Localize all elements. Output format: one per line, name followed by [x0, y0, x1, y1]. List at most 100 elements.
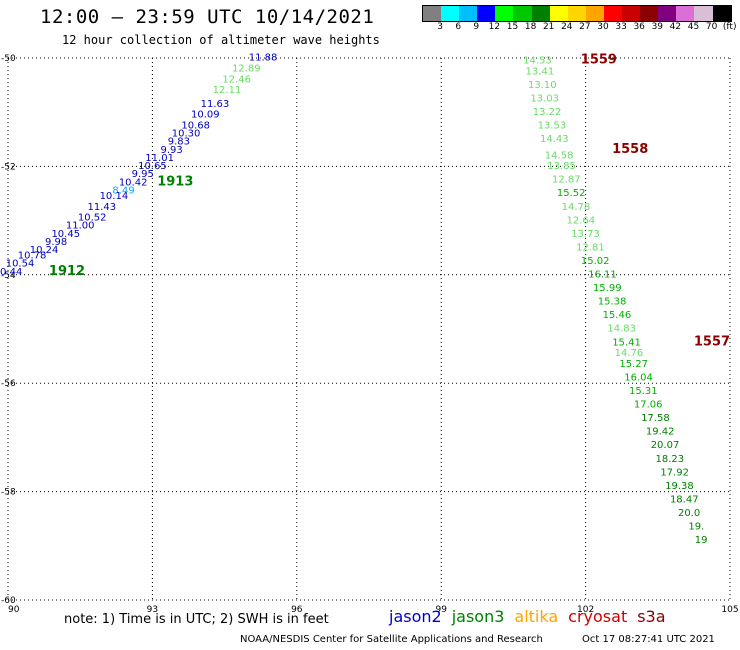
map-grid — [7, 57, 731, 601]
wave-height-value: 10.24 — [30, 245, 59, 256]
legend-item-altika: altika — [514, 607, 559, 626]
wave-height-value: 9.93 — [161, 145, 183, 156]
colorbar-swatch — [549, 6, 568, 21]
lat-tick-label: -60 — [1, 596, 16, 606]
legend-item-cryosat: cryosat — [568, 607, 628, 626]
wave-height-value: 8.49 — [112, 186, 134, 197]
satellite-legend: jason2 jason3 altika cryosat s3a — [389, 607, 676, 626]
wave-height-value: 18.47 — [670, 494, 699, 505]
lon-tick-label: 105 — [721, 605, 738, 615]
legend-item-jason2: jason2 — [389, 607, 442, 626]
colorbar-label: 30 — [597, 22, 609, 32]
wave-height-value: 15.38 — [598, 297, 627, 308]
colorbar-swatch — [495, 6, 514, 21]
track-time-label: 1558 — [612, 142, 648, 157]
wave-height-value: 18.23 — [656, 454, 685, 465]
colorbar-swatch — [640, 6, 659, 21]
wave-height-value: 9.95 — [132, 169, 154, 180]
credit-timestamp: Oct 17 08:27:41 UTC 2021 — [582, 634, 715, 645]
colorbar-swatch — [622, 6, 641, 21]
wave-height-value: 12.11 — [213, 85, 242, 96]
track-1912: 10.1411.4310.5211.0010.459.9810.2410.781… — [0, 191, 128, 279]
colorbar-label: 3 — [437, 22, 443, 32]
colorbar-swatch — [676, 6, 695, 21]
wave-height-value: 10.45 — [51, 229, 80, 240]
wave-height-value: 17.58 — [641, 413, 670, 424]
wave-height-value: 15.46 — [603, 310, 632, 321]
colorbar-swatch — [441, 6, 460, 21]
lat-tick-label: -54 — [1, 271, 16, 281]
wave-height-value: 15.27 — [619, 359, 648, 370]
wave-height-value: 15.99 — [593, 283, 622, 294]
wave-height-value: 11.63 — [201, 99, 230, 110]
track-time-label: 1559 — [581, 52, 617, 67]
wave-height-value: 14.83 — [607, 324, 636, 335]
lon-tick-label: 90 — [8, 605, 20, 615]
map-title: 12:00 – 23:59 UTC 10/14/2021 — [40, 6, 375, 28]
wave-height-value: 9.98 — [45, 237, 67, 248]
wave-height-value: 10.14 — [100, 191, 129, 202]
wave-height-value: 15.41 — [612, 337, 641, 348]
colorbar-swatch — [712, 6, 731, 21]
colorbar-label: 9 — [473, 22, 480, 32]
colorbar-label: 45 — [687, 22, 700, 32]
wave-height-value: 10.42 — [119, 177, 148, 188]
wave-height-value: 19.42 — [646, 427, 675, 438]
wave-height-value: 10.30 — [172, 129, 201, 140]
wave-height-value: 10.78 — [18, 251, 47, 262]
colorbar-swatch — [513, 6, 532, 21]
colorbar-label: 42 — [669, 22, 682, 32]
wave-height-value: 12.64 — [566, 215, 595, 226]
wave-height-value: 11.88 — [249, 53, 278, 64]
wave-height-value: 12.81 — [576, 242, 605, 253]
wave-height-value: 20.07 — [651, 440, 680, 451]
colorbar-swatch — [567, 6, 586, 21]
wave-height-value: 14.58 — [545, 150, 574, 161]
colorbar-label: (ft) — [722, 22, 737, 32]
legend-item-jason3: jason3 — [451, 607, 505, 626]
wave-height-value: 15.02 — [581, 256, 610, 267]
wave-height-value: 12.87 — [552, 175, 581, 186]
colorbar-swatch — [423, 6, 442, 21]
track-time-label: 1557 — [694, 334, 730, 349]
wave-height-value: 10.65 — [138, 161, 167, 172]
wave-height-value: 13.53 — [538, 120, 567, 131]
wave-height-value: 10.68 — [181, 120, 210, 131]
wave-height-value: 15.31 — [629, 386, 658, 397]
lon-tick-label: 102 — [577, 605, 594, 615]
wave-height-value: 13.85 — [547, 161, 576, 172]
wave-height-value: 16.11 — [588, 270, 617, 281]
wave-height-value: 14.53 — [523, 55, 552, 66]
wave-height-value: 10.52 — [78, 213, 107, 224]
wave-height-value: 13.22 — [533, 107, 562, 118]
colorbar-label: 36 — [633, 22, 645, 32]
wave-height-value: 11.01 — [145, 153, 174, 164]
colorbar-label: 18 — [524, 22, 537, 32]
lat-tick-label: -50 — [1, 54, 16, 64]
colorbar-label: 33 — [615, 22, 627, 32]
wave-height-value: 13.10 — [528, 80, 557, 91]
footer-note: note: 1) Time is in UTC; 2) SWH is in fe… — [64, 612, 329, 627]
wave-height-value: 11.00 — [66, 221, 95, 232]
colorbar-swatch — [658, 6, 677, 21]
wave-height-value: 16.04 — [624, 372, 653, 383]
lat-tick-label: -52 — [1, 162, 16, 172]
wave-height-value: 20.0 — [678, 508, 700, 519]
wave-height-value: 14.78 — [562, 202, 591, 213]
colorbar-swatch — [531, 6, 550, 21]
wave-height-value: 11.43 — [88, 202, 117, 213]
colorbar-swatch — [477, 6, 496, 21]
wave-height-value: 19.38 — [665, 481, 694, 492]
colorbar-label: 21 — [542, 22, 555, 32]
wave-height-value: 12.89 — [232, 64, 261, 75]
colorbar-label: 39 — [651, 22, 664, 32]
colorbar-label: 12 — [488, 22, 501, 32]
wave-height-value: 19. — [688, 522, 704, 533]
wave-height-value: 14.43 — [540, 134, 569, 145]
colorbar-label: 6 — [455, 22, 462, 32]
track-time-label: 1912 — [49, 264, 85, 279]
